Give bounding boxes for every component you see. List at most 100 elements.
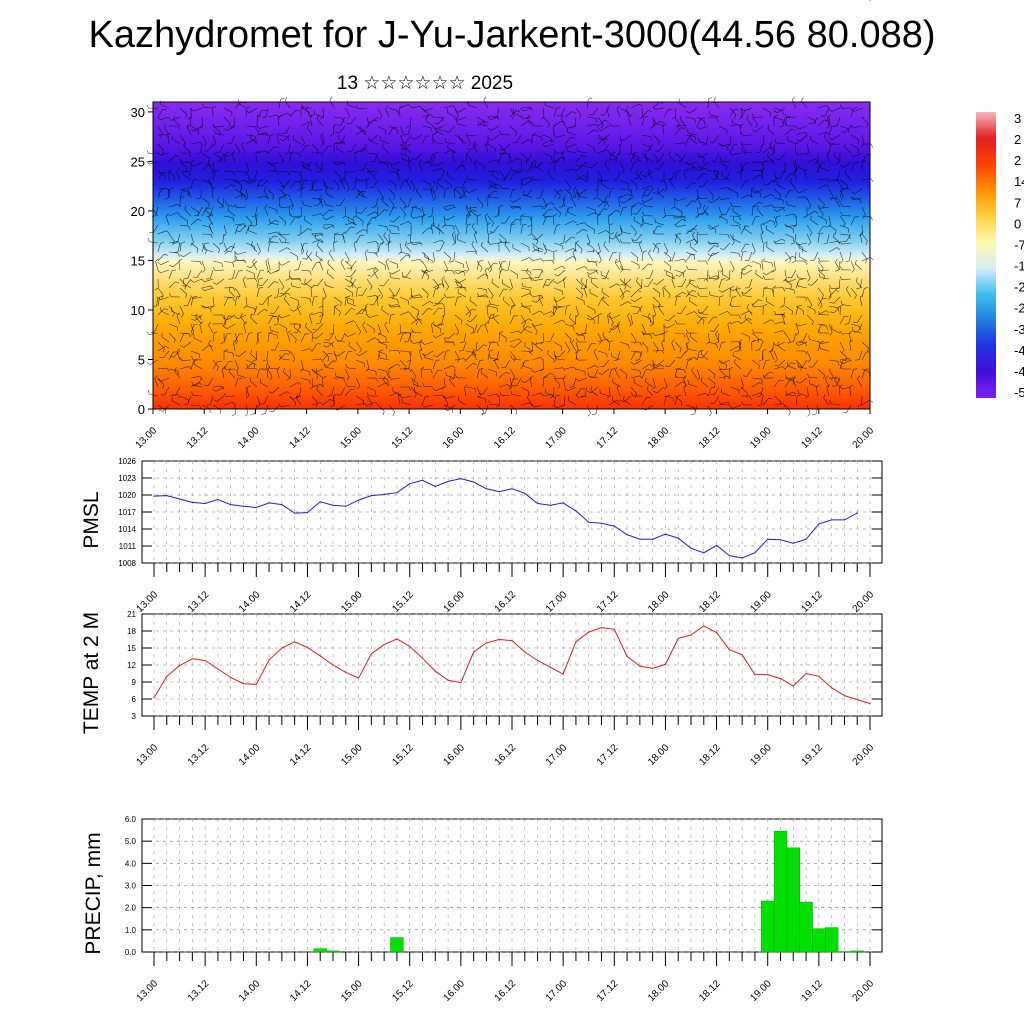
wind-barb (839, 360, 844, 370)
wind-barb (344, 308, 352, 316)
pmsl-point (562, 502, 564, 504)
wind-barb (567, 211, 577, 217)
wind-barb-flag (501, 152, 506, 154)
wind-barb-flag (309, 348, 313, 352)
wind-barb-flag (562, 367, 566, 372)
wind-barb-flag (509, 287, 513, 291)
wind-barb-flag (553, 305, 557, 309)
wind-barb-flag (631, 205, 636, 208)
wind-barb (589, 376, 599, 379)
wind-barb-flag (207, 159, 211, 164)
wind-barb-flag (613, 179, 618, 181)
wind-barb (476, 161, 485, 167)
wind-barb (212, 385, 223, 388)
wind-barb-flag (770, 152, 775, 156)
wind-barb (388, 126, 394, 136)
wind-barb-flag (595, 365, 599, 369)
wind-barb-flag (716, 344, 718, 349)
wind-barb (707, 269, 709, 280)
wind-barb-flag (404, 150, 407, 155)
wind-barb (658, 307, 665, 316)
wind-barb (476, 260, 483, 269)
wind-barb (149, 161, 159, 165)
wind-barb-flag (245, 180, 249, 184)
wind-barb (289, 181, 296, 190)
wind-barb-flag (584, 266, 588, 270)
wind-barb-flag (188, 366, 192, 370)
wind-barb (388, 304, 398, 307)
wind-barb (740, 162, 746, 172)
wind-barb-flag (572, 111, 576, 114)
wind-barb-flag (313, 109, 315, 115)
wind-barb-flag (373, 267, 377, 272)
wind-barb (487, 368, 497, 373)
wind-barb (687, 269, 698, 271)
wind-barb (402, 402, 412, 406)
wind-barb-flag (727, 401, 731, 405)
wind-barb (634, 296, 643, 303)
pmsl-point (498, 491, 500, 493)
wind-barb-flag (301, 187, 306, 190)
wind-barb (487, 315, 491, 325)
wind-barb (853, 107, 863, 112)
wind-barb (443, 149, 453, 154)
wind-barb-flag (823, 242, 828, 245)
wind-barb-flag (306, 123, 310, 128)
wind-barb-flag (643, 218, 645, 223)
wind-barb (385, 261, 390, 271)
wind-barb-flag (473, 231, 478, 235)
wind-barb-flag (604, 195, 608, 200)
temp-point (754, 674, 756, 676)
wind-barb-flag (466, 214, 472, 217)
wind-barb (707, 275, 717, 280)
wind-barb-flag (679, 348, 682, 353)
wind-barb (388, 170, 398, 173)
wind-barb-flag (822, 226, 828, 228)
wind-barb (656, 188, 665, 195)
wind-barb (696, 316, 704, 325)
wind-barb (388, 350, 399, 352)
wind-barb (234, 143, 241, 152)
wind-barb-flag (683, 259, 687, 263)
wind-barb-flag (236, 295, 241, 298)
wind-barb (315, 164, 324, 172)
wind-barb-flag (649, 368, 654, 372)
wind-barb-flag (835, 258, 838, 263)
wind-barb-flag (155, 258, 159, 262)
wind-barb-flag (309, 371, 311, 376)
wind-barb (388, 287, 395, 296)
pmsl-point (511, 488, 513, 490)
wind-barb-flag (796, 282, 799, 287)
wind-barb-flag (375, 402, 379, 406)
wind-barb-flag (264, 204, 268, 208)
wind-barb-flag (162, 348, 165, 353)
temp-ytick-label: 12 (127, 661, 136, 670)
wind-barb (806, 269, 811, 279)
wind-barb-flag (784, 114, 788, 118)
wind-barb (571, 343, 577, 352)
wind-barb (644, 197, 654, 203)
wind-barb (597, 149, 607, 154)
wind-barb-flag (427, 114, 429, 119)
wind-barb (366, 251, 377, 254)
wind-barb (289, 350, 296, 359)
wind-barb (250, 380, 258, 388)
wind-barb-flag (484, 143, 489, 147)
wind-barb-flag (784, 279, 788, 283)
wind-barb (685, 332, 690, 342)
wind-barb (264, 207, 269, 217)
wind-barb (201, 179, 211, 183)
wind-barb-flag (276, 209, 278, 214)
wind-barb (344, 260, 353, 268)
wind-barb-flag (430, 114, 434, 118)
wind-barb-flag (662, 123, 667, 127)
wind-barb (476, 395, 486, 400)
wind-barb-flag (329, 96, 333, 101)
wind-barb (223, 215, 233, 218)
wind-barb-flag (224, 251, 228, 255)
wind-barb (729, 346, 738, 352)
wind-barb-flag (425, 269, 430, 271)
temp-point (306, 646, 308, 649)
wind-barb-flag (784, 374, 788, 379)
wind-barb (787, 394, 797, 397)
